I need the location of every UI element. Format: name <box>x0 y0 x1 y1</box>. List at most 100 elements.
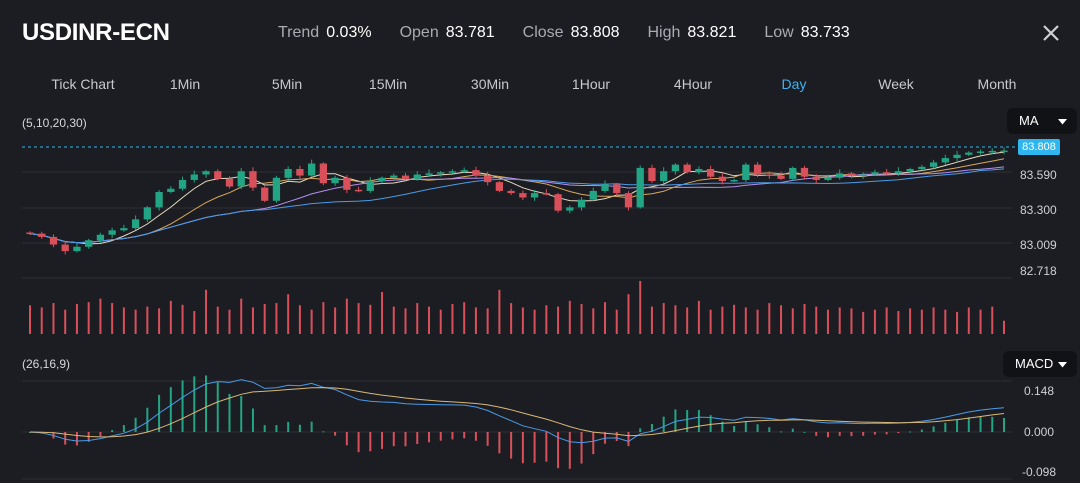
candle-body <box>272 177 281 201</box>
volume-bar <box>169 300 172 334</box>
macd-histogram-bar <box>474 432 477 441</box>
volume-bar <box>416 303 419 334</box>
tab-30min[interactable]: 30Min <box>470 76 510 92</box>
macd-histogram-bar <box>99 432 102 437</box>
macd-histogram-bar <box>545 432 548 462</box>
macd-histogram-bar <box>674 409 677 432</box>
macd-histogram-bar <box>838 432 841 436</box>
volume-bar <box>287 294 290 334</box>
macd-histogram-bar <box>498 432 501 454</box>
stat-value: 0.03% <box>326 24 372 41</box>
volume-bar <box>838 307 841 334</box>
ma-line-30 <box>29 168 1005 244</box>
macd-histogram-bar <box>744 421 747 432</box>
candle-body <box>354 189 363 192</box>
tab-4hour[interactable]: 4Hour <box>673 76 713 92</box>
volume-bar <box>263 303 266 334</box>
tab-week[interactable]: Week <box>878 76 914 92</box>
volume-bar <box>557 306 560 334</box>
candle-body <box>237 171 245 187</box>
stat-label: Low <box>764 24 794 41</box>
volume-bar <box>674 305 677 334</box>
volume-bar <box>75 303 78 334</box>
candle-body <box>941 158 949 163</box>
candle-body <box>507 190 515 194</box>
close-button[interactable] <box>1040 22 1062 44</box>
candle-body <box>460 170 468 172</box>
macd-histogram-bar <box>427 432 430 443</box>
volume-bar <box>956 311 959 334</box>
macd-histogram-bar <box>240 396 243 432</box>
candle-body <box>178 179 187 189</box>
macd-histogram-bar <box>885 432 888 435</box>
tab-day[interactable]: Day <box>781 76 807 92</box>
volume-bar <box>181 304 184 334</box>
stat-value: 83.733 <box>800 24 850 41</box>
volume-bar <box>909 308 912 334</box>
macd-histogram-bar <box>251 408 254 432</box>
macd-histogram-bar <box>686 410 689 432</box>
macd-histogram-bar <box>275 425 278 432</box>
volume-bar <box>615 309 618 334</box>
volume-bar <box>815 306 818 334</box>
volume-bar <box>158 308 161 334</box>
volume-bar <box>580 303 583 334</box>
candle-body <box>214 171 222 179</box>
tab-month[interactable]: Month <box>977 76 1017 92</box>
caret-down-icon <box>1058 119 1067 125</box>
tab-tick-chart[interactable]: Tick Chart <box>51 76 115 92</box>
stat-value: 83.808 <box>570 24 620 41</box>
candle-body <box>131 219 140 229</box>
macd-histogram-bar <box>791 428 794 432</box>
macd-histogram-bar <box>193 376 196 432</box>
y-tick-label: 83.590 <box>1020 168 1057 182</box>
volume-bar <box>639 280 642 334</box>
macd-histogram-bar <box>64 432 67 445</box>
tab-1hour[interactable]: 1Hour <box>571 76 611 92</box>
volume-bar <box>521 307 524 334</box>
candle-body <box>1000 150 1008 153</box>
volume-bar <box>122 307 125 334</box>
macd-histogram-bar <box>768 427 771 432</box>
macd-histogram-bar <box>721 421 724 432</box>
tab-1min[interactable]: 1Min <box>169 76 201 92</box>
candle-body <box>319 163 328 184</box>
tab-5min[interactable]: 5Min <box>271 76 303 92</box>
volume-bar <box>193 311 196 334</box>
volume-bar <box>803 303 806 334</box>
volume-bar <box>87 302 90 334</box>
macd-histogram-bar <box>780 431 783 433</box>
macd-histogram-bar <box>956 419 959 432</box>
stat-label: Trend <box>278 24 320 41</box>
macd-histogram-bar <box>357 432 360 453</box>
volume-bar <box>791 308 794 334</box>
candle-body <box>73 246 81 252</box>
candle-body <box>988 150 996 153</box>
candle-body <box>261 187 269 201</box>
volume-bar <box>709 309 712 334</box>
candle-body <box>730 179 738 182</box>
macd-histogram-bar <box>897 432 900 434</box>
candle-body <box>413 174 421 179</box>
ma-selector[interactable]: MA <box>1007 108 1077 134</box>
candle-body <box>61 244 69 252</box>
macd-histogram-bar <box>580 432 583 464</box>
candle-body <box>718 176 726 182</box>
candle-body <box>472 170 480 176</box>
macd-histogram-bar <box>381 432 384 449</box>
volume-bar <box>873 309 876 334</box>
volume-bar <box>146 306 149 334</box>
tab-15min[interactable]: 15Min <box>368 76 408 92</box>
macd-histogram-bar <box>627 432 630 447</box>
volume-bar <box>345 298 348 334</box>
ma-selector-label: MA <box>1019 113 1039 128</box>
volume-bar <box>240 298 243 334</box>
macd-selector[interactable]: MACD <box>1003 351 1077 377</box>
volume-bar <box>439 309 442 334</box>
macd-histogram-bar <box>439 432 442 441</box>
y-tick-label: 83.009 <box>1020 238 1057 252</box>
volume-bar <box>650 306 653 334</box>
macd-histogram-bar <box>310 421 313 432</box>
volume-bar <box>451 303 454 334</box>
